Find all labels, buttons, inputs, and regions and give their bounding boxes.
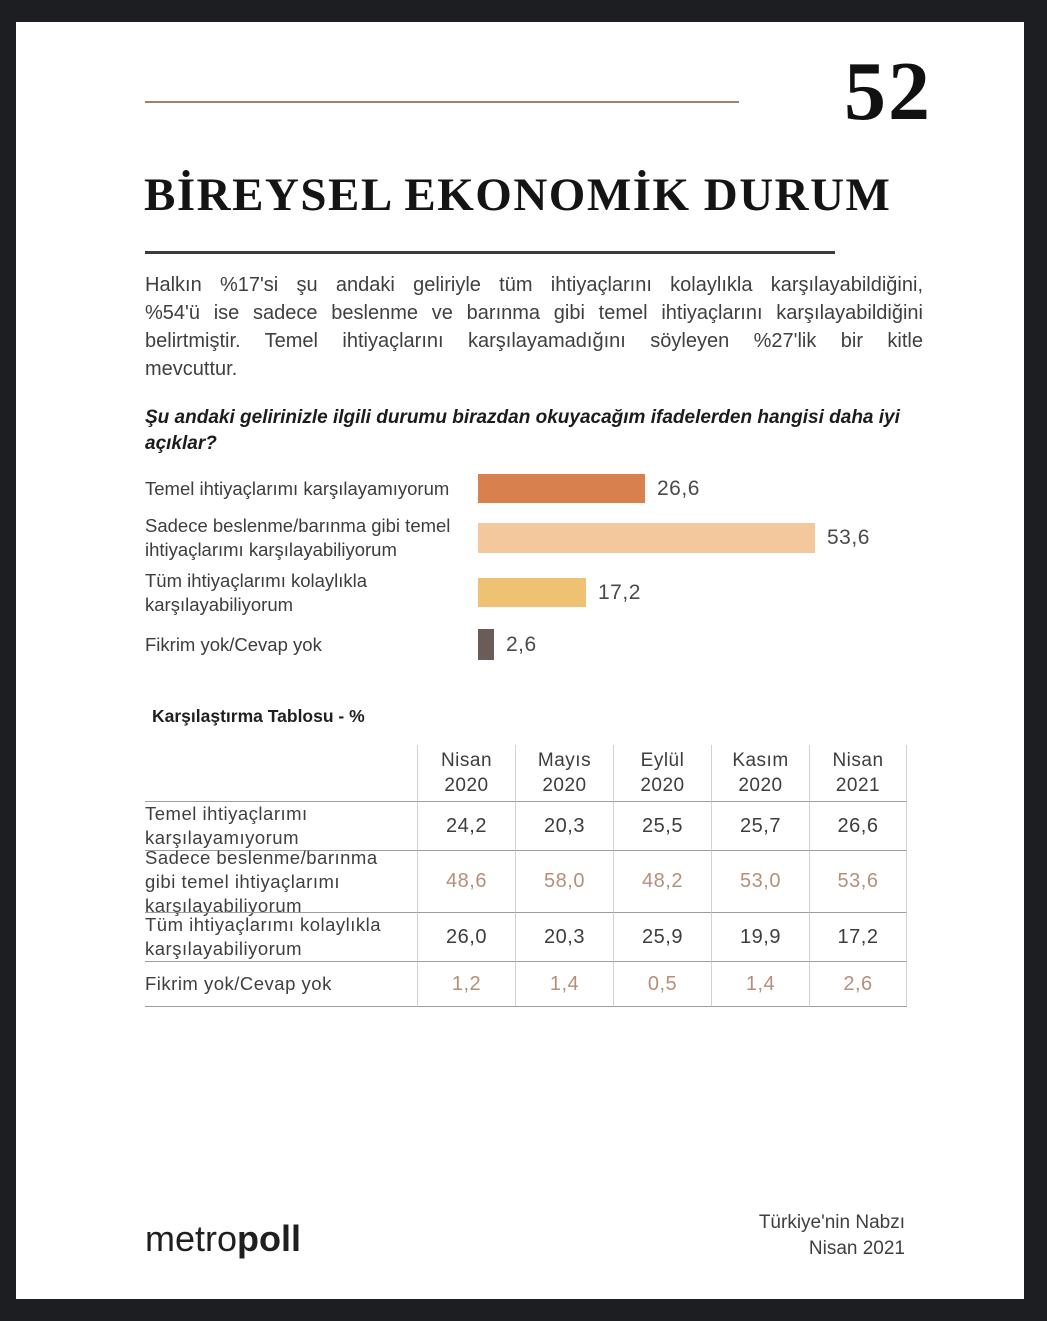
table-value-cell: 26,0	[417, 912, 515, 961]
logo-bold-part: poll	[237, 1218, 302, 1259]
chart-value-label: 53,6	[827, 526, 870, 549]
chart-category-label: Sadece beslenme/barınma gibi temel ihtiy…	[145, 515, 451, 560]
footer-edition: Türkiye'nin Nabzı Nisan 2021	[758, 1212, 905, 1259]
table-value-cell: 1,2	[417, 961, 515, 1007]
chart-row: Sadece beslenme/barınma gibi temel ihtiy…	[145, 515, 870, 560]
chart-value-label: 26,6	[657, 476, 700, 500]
chart-value-label: 17,2	[598, 580, 641, 604]
table-value-cell: 58,0	[515, 850, 613, 912]
table-value-cell: 25,9	[613, 912, 711, 961]
table-row-label: Sadece beslenme/barınma gibi temel ihtiy…	[145, 847, 417, 916]
comparison-table: Nisan 2020 Mayıs 2020 Eylül 2020 Kasım 2020…	[145, 745, 907, 1007]
table-row-label: Tüm ihtiyaçlarımı kolaylıkla karşılayabi…	[145, 912, 417, 961]
table-row-label: Temel ihtiyaçlarımı karşılayamıyorum	[145, 801, 417, 850]
table-header-cell: Nisan 2020	[417, 745, 515, 801]
table-header-cell: Eylül 2020	[613, 745, 711, 801]
report-page: 52 BİREYSEL EKONOMİK DURUM Halkın %17'si…	[16, 22, 1024, 1299]
table-value-cell: 17,2	[809, 912, 907, 961]
title-underline	[145, 251, 835, 254]
table-corner-cell	[145, 745, 417, 801]
summary-paragraph: Halkın %17'si şu andaki geliriyle tüm ih…	[145, 274, 923, 380]
comparison-table-title: Karşılaştırma Tablosu - %	[152, 706, 365, 726]
table-value-cell: 20,3	[515, 801, 613, 850]
table-value-cell: 48,6	[417, 850, 515, 912]
table-row-label: Fikrim yok/Cevap yok	[145, 961, 417, 1007]
chart-row: Fikrim yok/Cevap yok 2,6	[145, 629, 537, 660]
table-value-cell: 1,4	[711, 961, 809, 1007]
table-value-cell: 20,3	[515, 912, 613, 961]
metropoll-logo: metropoll	[145, 1218, 301, 1260]
chart-row: Tüm ihtiyaçlarımı kolaylıkla karşılayabi…	[145, 570, 641, 615]
table-value-cell: 53,0	[711, 850, 809, 912]
page-title: BİREYSEL EKONOMİK DURUM	[144, 169, 892, 221]
table-value-cell: 24,2	[417, 801, 515, 850]
table-header-cell: Kasım 2020	[711, 745, 809, 801]
chart-bar	[478, 474, 645, 503]
table-header-cell: Mayıs 2020	[515, 745, 613, 801]
table-value-cell: 1,4	[515, 961, 613, 1007]
table-value-cell: 19,9	[711, 912, 809, 961]
table-header-cell: Nisan 2021	[809, 745, 907, 801]
top-accent-rule	[145, 101, 739, 103]
table-value-cell: 48,2	[613, 850, 711, 912]
chart-bar	[478, 578, 586, 607]
chart-bar	[478, 629, 494, 660]
table-value-cell: 26,6	[809, 801, 907, 850]
chart-value-label: 2,6	[506, 632, 537, 656]
chart-category-label: Tüm ihtiyaçlarımı kolaylıkla karşılayabi…	[145, 569, 368, 615]
table-value-cell: 25,7	[711, 801, 809, 850]
survey-question: Şu andaki gelirinizle ilgili durumu bira…	[145, 407, 900, 454]
table-value-cell: 0,5	[613, 961, 711, 1007]
chart-bar	[478, 523, 815, 553]
chart-category-label: Temel ihtiyaçlarımı karşılayamıyorum	[145, 477, 450, 499]
page-number: 52	[844, 45, 932, 138]
table-value-cell: 2,6	[809, 961, 907, 1007]
chart-row: Temel ihtiyaçlarımı karşılayamıyorum 26,6	[145, 474, 700, 503]
table-value-cell: 25,5	[613, 801, 711, 850]
table-value-cell: 53,6	[809, 850, 907, 912]
logo-light-part: metro	[145, 1218, 238, 1259]
chart-category-label: Fikrim yok/Cevap yok	[145, 633, 322, 655]
